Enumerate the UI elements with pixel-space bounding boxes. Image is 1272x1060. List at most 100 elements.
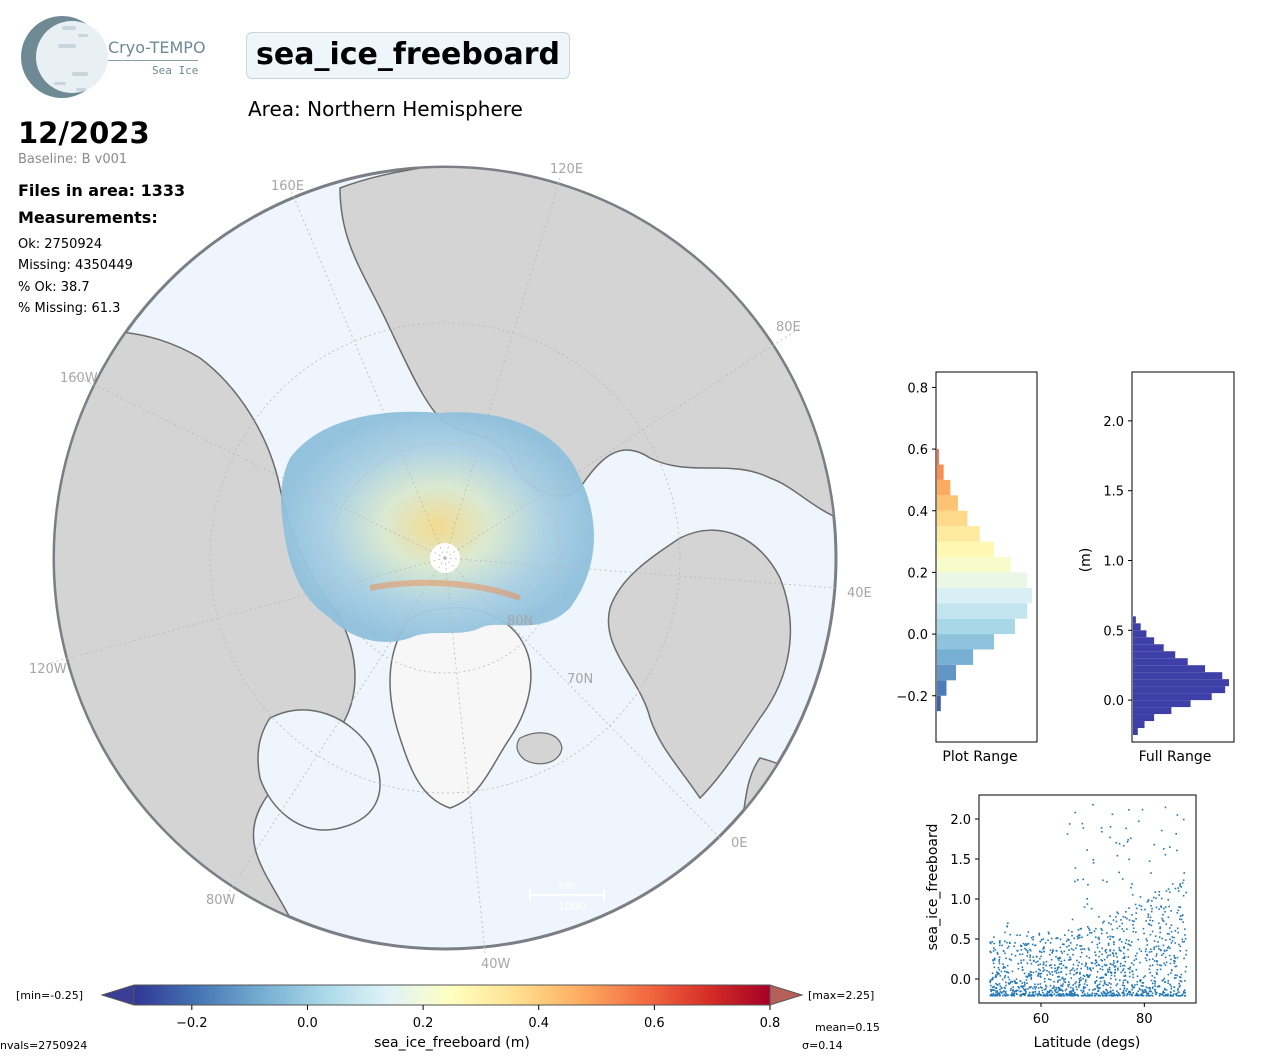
histogram-bar <box>1133 693 1212 701</box>
scatter-point <box>1090 907 1093 910</box>
scatter-point <box>1030 936 1033 939</box>
scatter-plot: 0.0 0.5 1.0 1.5 2.0 60 80 Latitude (degs) sea_… <box>925 794 1197 1051</box>
scatter-point <box>993 958 996 961</box>
scatter-point <box>1105 951 1108 954</box>
scatter-point <box>1061 985 1064 987</box>
scatter-point <box>1037 972 1040 975</box>
scatter-point <box>1038 934 1041 936</box>
scatter-point <box>1126 980 1129 983</box>
scatter-point <box>1076 944 1078 946</box>
scatter-point <box>1102 976 1105 979</box>
scatter-point <box>1069 994 1072 997</box>
scatter-point <box>1105 948 1107 951</box>
scatter-point <box>1122 915 1125 918</box>
scatter-point <box>1107 971 1110 973</box>
scatter-point <box>1024 993 1026 995</box>
scatter-point <box>1045 960 1048 963</box>
scatter-point <box>1154 935 1157 937</box>
scatter-point <box>1114 968 1117 971</box>
scatter-point <box>1001 978 1004 981</box>
scatter-point <box>993 989 996 992</box>
scatter-point <box>1169 994 1172 997</box>
scatter-point <box>999 990 1002 993</box>
scatter-point <box>1177 890 1180 892</box>
scatter-point <box>1103 920 1105 923</box>
scatter-point <box>1098 994 1100 997</box>
scatter-point <box>1026 950 1029 952</box>
scatter-point <box>1085 955 1088 958</box>
scatter-point <box>1132 923 1134 926</box>
scale-bar: km 1000 <box>529 879 605 913</box>
scatter-point <box>1040 972 1043 975</box>
scatter-point <box>1079 973 1081 975</box>
scatter-point <box>1006 941 1008 944</box>
scatter-point <box>1062 978 1065 981</box>
scatter-point <box>1140 993 1143 995</box>
scatter-point <box>996 953 999 955</box>
scatter-point <box>1056 966 1059 969</box>
scatter-point <box>1060 994 1063 997</box>
scatter-point <box>1131 941 1133 943</box>
scatter-point <box>1176 814 1179 816</box>
scatter-point <box>1111 928 1114 931</box>
scatter-ytick-label: 1.5 <box>950 853 971 868</box>
scatter-point <box>1004 990 1007 993</box>
scatter-point <box>1034 990 1037 993</box>
scatter-point <box>1168 933 1170 935</box>
scatter-point <box>1056 937 1059 939</box>
scatter-point <box>1156 973 1158 976</box>
scatter-point <box>1086 897 1088 900</box>
scatter-point <box>1109 971 1112 973</box>
scatter-point <box>1168 891 1171 893</box>
scatter-point <box>1072 993 1074 995</box>
scatter-point <box>989 984 992 987</box>
scatter-point <box>1150 990 1152 993</box>
scatter-point <box>1159 968 1162 971</box>
scatter-point <box>1086 976 1089 978</box>
hist2-ylabel: (m) <box>1078 548 1094 573</box>
scatter-point <box>1067 985 1070 988</box>
longitude-labels: 120E 160E 80E 160W 40E 120W 0E 80W 40W <box>29 162 872 972</box>
scatter-point <box>1004 970 1006 973</box>
scatter-point <box>1088 949 1090 951</box>
scatter-point <box>1181 938 1184 941</box>
scatter-point <box>1119 979 1121 981</box>
scatter-point <box>1119 965 1122 968</box>
scatter-point <box>1158 936 1161 938</box>
scatter-point <box>1179 906 1182 909</box>
scatter-point <box>1072 990 1075 992</box>
scatter-point <box>1016 982 1018 984</box>
scatter-point <box>1146 993 1148 995</box>
scatter-point <box>1131 914 1133 916</box>
scatter-point <box>1049 989 1051 992</box>
scatter-point <box>1096 986 1099 989</box>
scatter-point <box>1165 989 1168 991</box>
scatter-point <box>1065 966 1068 969</box>
scatter-point <box>999 974 1002 977</box>
stat-pct-missing: % Missing: 61.3 <box>18 301 121 316</box>
scatter-point <box>1062 994 1065 997</box>
scatter-point <box>1103 980 1106 982</box>
scatter-point <box>989 942 992 945</box>
scatter-point <box>1026 935 1028 937</box>
scatter-point <box>1158 890 1161 893</box>
scatter-point <box>1046 990 1049 993</box>
scatter-point <box>1125 827 1127 830</box>
scatter-point <box>1086 994 1089 997</box>
scatter-point <box>1166 994 1168 997</box>
scatter-point <box>1032 938 1034 941</box>
scatter-point <box>1013 994 1016 997</box>
scatter-point <box>1127 839 1129 841</box>
scatter-point <box>1071 992 1073 995</box>
scatter-point <box>1119 962 1122 965</box>
scatter-point <box>995 987 998 989</box>
scatter-point <box>1095 964 1098 967</box>
scatter-point <box>1048 978 1050 980</box>
scatter-point <box>1149 916 1152 919</box>
scatter-point <box>1160 906 1163 909</box>
scatter-point <box>1028 993 1030 996</box>
scatter-point <box>1089 932 1091 934</box>
scatter-point <box>1057 957 1060 959</box>
scatter-point <box>1178 943 1180 946</box>
scatter-point <box>1132 927 1135 930</box>
